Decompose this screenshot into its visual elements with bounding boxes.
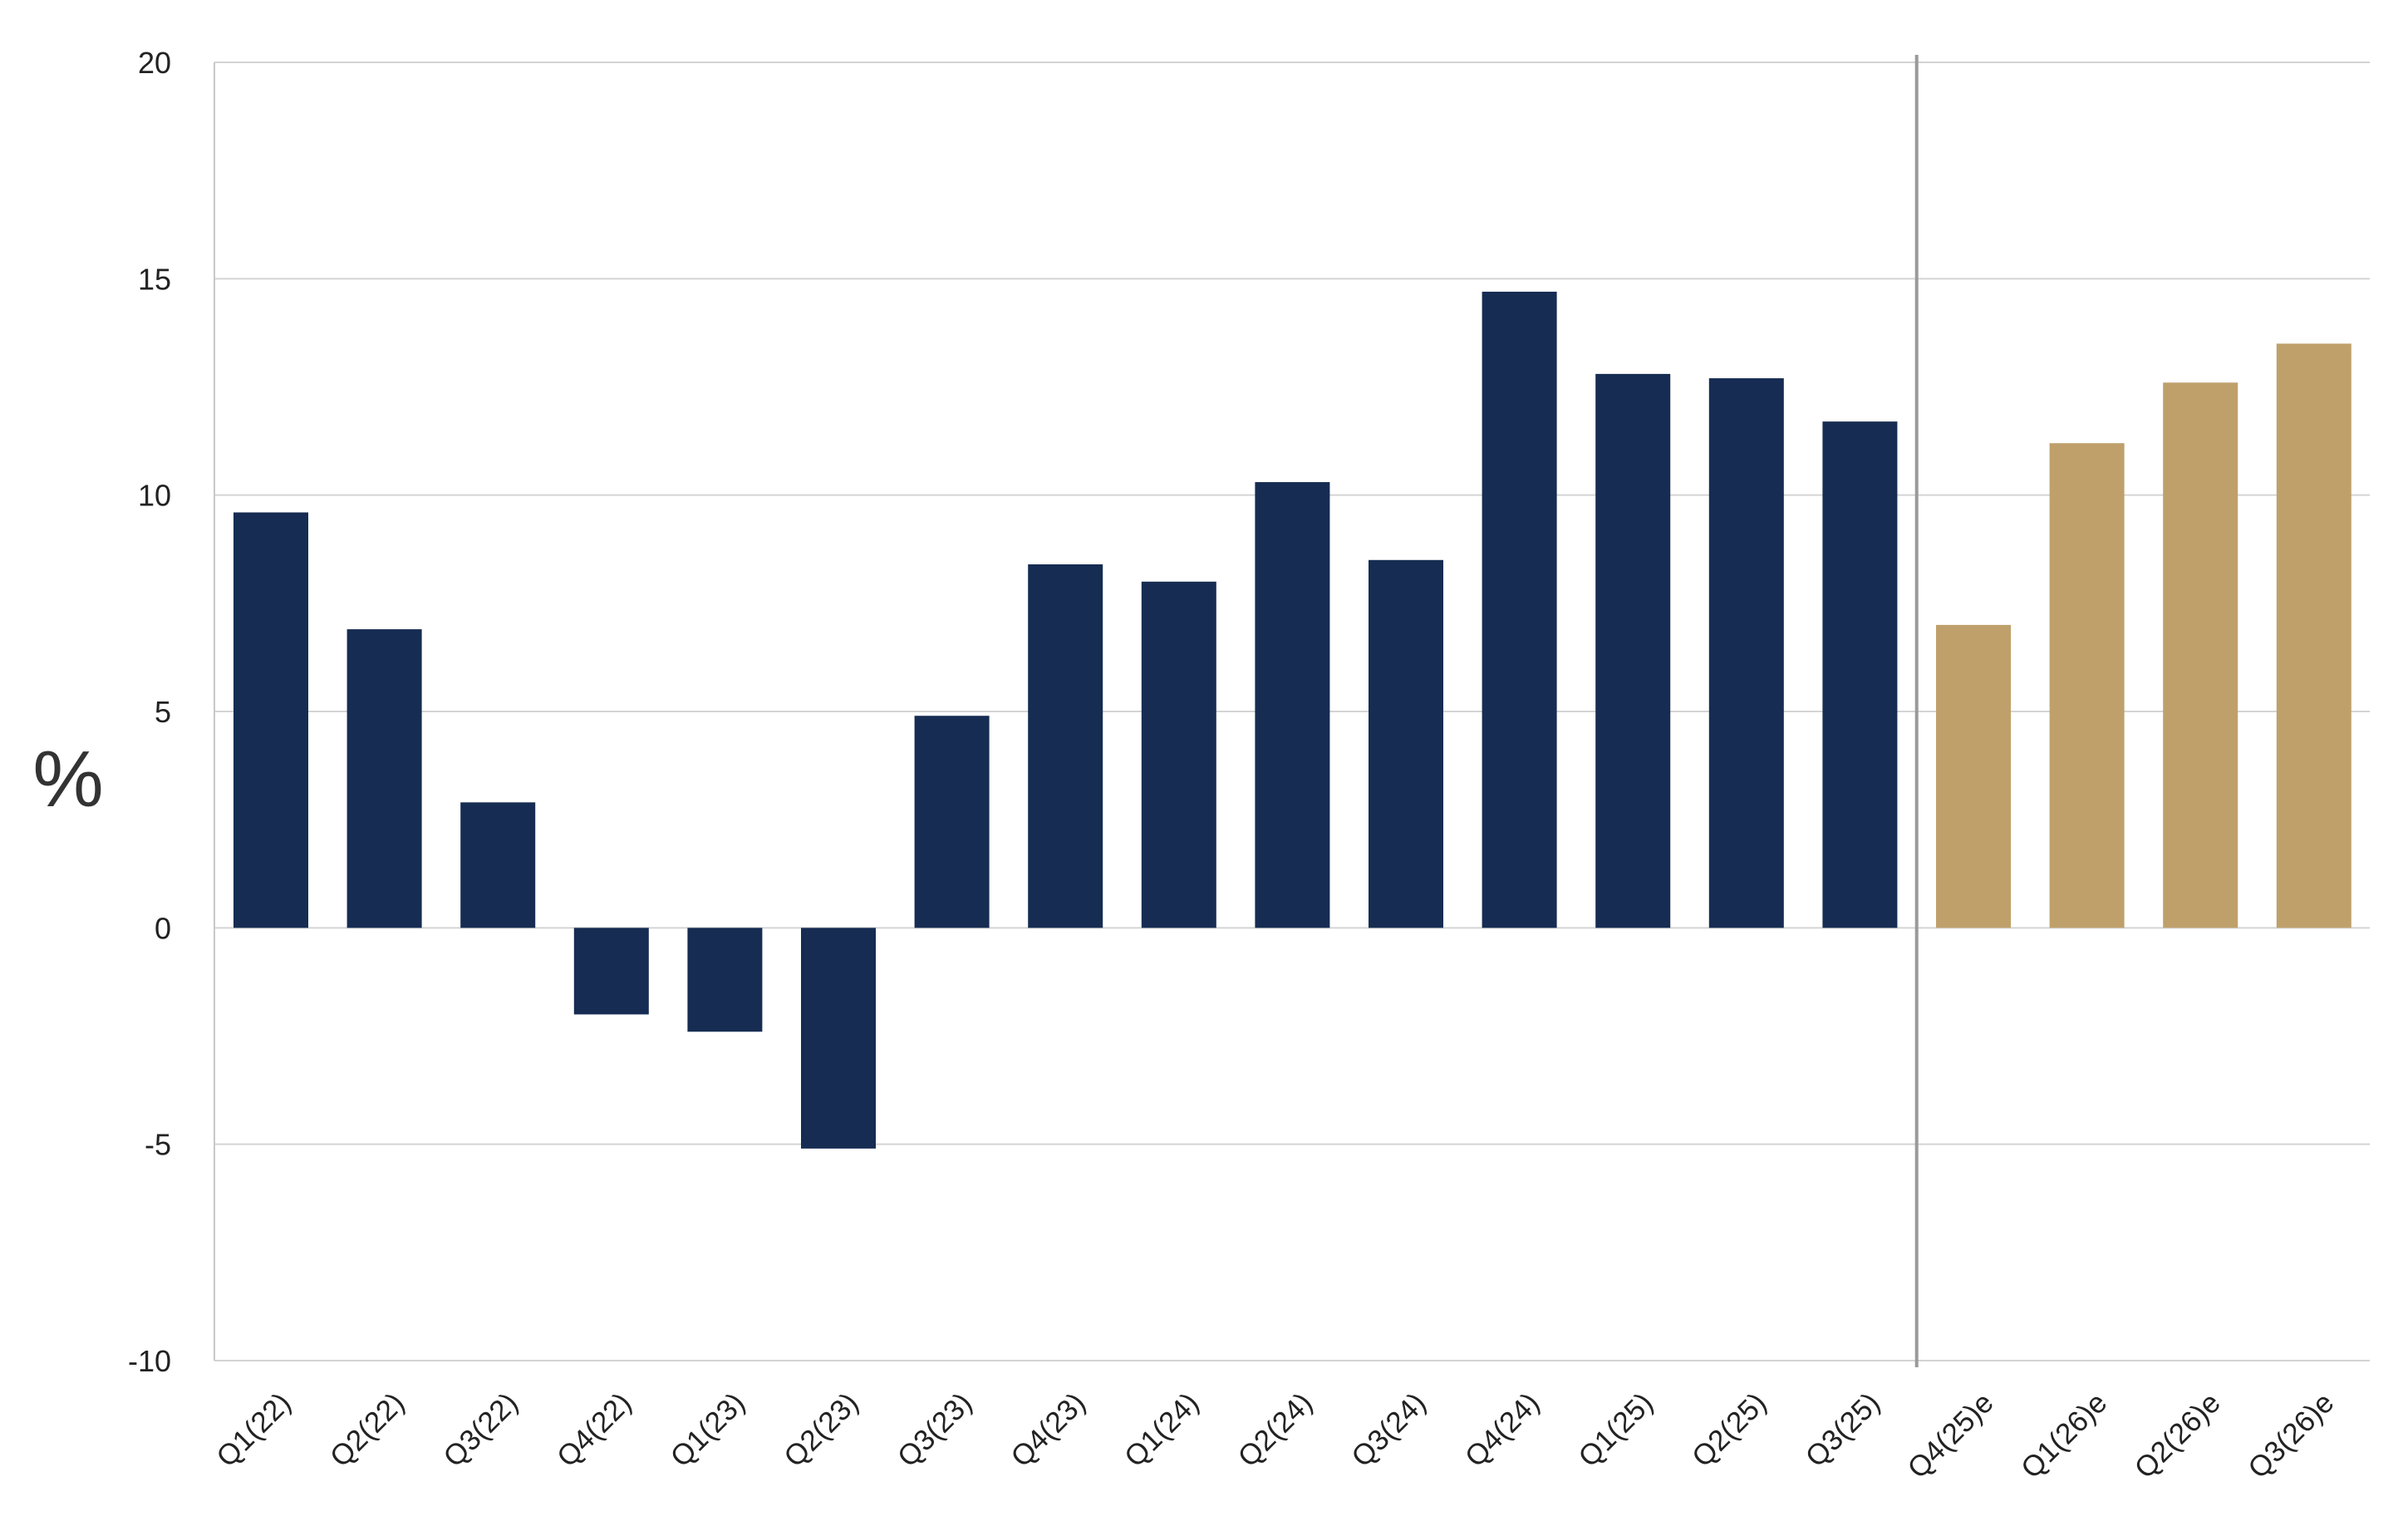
x-tick-label: Q2(22) xyxy=(324,1386,411,1474)
y-axis-unit-label: % xyxy=(32,735,103,824)
x-tick-label: Q2(24) xyxy=(1231,1386,1319,1474)
bar-q325 xyxy=(1822,421,1898,928)
bar-q423 xyxy=(1028,564,1103,928)
bar-q122 xyxy=(233,512,308,928)
bars xyxy=(233,291,2351,1149)
bar-q123 xyxy=(687,928,763,1032)
bar-q323 xyxy=(914,716,990,928)
bar-q226e xyxy=(2163,382,2238,928)
x-tick-label: Q1(26)e xyxy=(2015,1386,2113,1484)
bar-q125 xyxy=(1595,373,1671,928)
bar-q422 xyxy=(573,928,649,1015)
x-tick-label: Q1(23) xyxy=(664,1386,751,1474)
y-tick-label: 15 xyxy=(138,262,171,296)
bar-q322 xyxy=(460,802,536,928)
y-tick-labels: -10 -5 0 5 10 15 20 xyxy=(128,46,171,1378)
x-tick-label: Q4(25)e xyxy=(1901,1386,1999,1484)
x-tick-label: Q3(22) xyxy=(437,1386,524,1474)
x-tick-label: Q3(23) xyxy=(892,1386,979,1474)
bar-q324 xyxy=(1369,559,1443,928)
bar-q326e xyxy=(2276,343,2351,928)
y-tick-label: -5 xyxy=(145,1128,171,1162)
y-tick-label: 5 xyxy=(155,695,171,729)
x-tick-label: Q1(22) xyxy=(210,1386,297,1474)
x-tick-label: Q1(24) xyxy=(1118,1386,1206,1474)
x-tick-label: Q2(25) xyxy=(1686,1386,1773,1474)
bar-q126e xyxy=(2049,443,2125,928)
y-tick-label: 0 xyxy=(155,911,171,945)
x-tick-label: Q3(24) xyxy=(1345,1386,1433,1474)
x-tick-labels: Q1(22) Q2(22) Q3(22) Q4(22) Q1(23) Q2(23) Q3(2… xyxy=(210,1386,2340,1484)
x-tick-label: Q4(23) xyxy=(1005,1386,1092,1474)
x-tick-label: Q2(26)e xyxy=(2128,1386,2226,1484)
bar-q424 xyxy=(1482,291,1557,928)
x-tick-label: Q4(24) xyxy=(1459,1386,1546,1474)
y-tick-label: 20 xyxy=(138,46,171,80)
bar-q225 xyxy=(1708,378,1784,928)
x-tick-label: Q4(22) xyxy=(551,1386,638,1474)
x-tick-label: Q2(23) xyxy=(778,1386,865,1474)
x-tick-label: Q3(25) xyxy=(1799,1386,1886,1474)
bar-q222 xyxy=(346,629,422,928)
x-tick-label: Q1(25) xyxy=(1572,1386,1659,1474)
y-tick-label: -10 xyxy=(128,1344,171,1378)
bar-q124 xyxy=(1141,581,1216,928)
bar-q425e xyxy=(1936,624,2011,928)
bar-q224 xyxy=(1255,482,1330,928)
bar-q223 xyxy=(801,928,876,1149)
y-tick-label: 10 xyxy=(138,479,171,513)
axes xyxy=(214,55,1919,1367)
x-tick-label: Q3(26)e xyxy=(2242,1386,2340,1484)
